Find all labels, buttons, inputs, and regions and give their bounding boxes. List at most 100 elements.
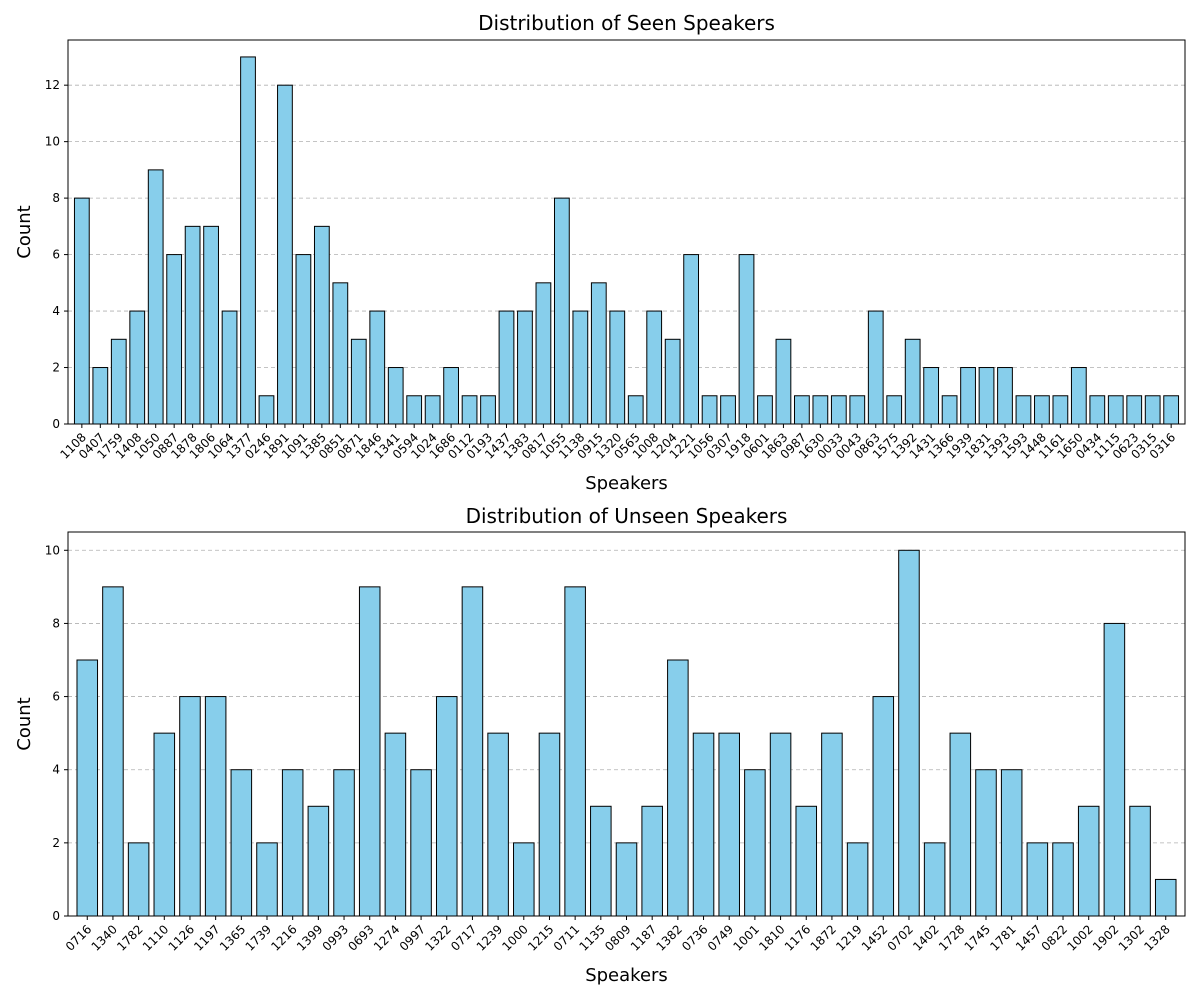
bar (775, 338, 792, 425)
x-tick-label: 1176 (782, 922, 813, 953)
bar (313, 225, 330, 425)
bar (498, 310, 515, 425)
x-tick-label: 1902 (1090, 922, 1121, 953)
bar (1129, 805, 1151, 917)
bar (1015, 395, 1032, 425)
y-tick-label: 4 (52, 304, 60, 318)
bar (718, 732, 740, 917)
y-tick-label: 6 (52, 690, 60, 704)
bar (350, 338, 367, 425)
x-tick-label: 1219 (833, 922, 864, 953)
bar (1070, 367, 1087, 425)
bar (258, 395, 275, 425)
chart-title: Distribution of Seen Speakers (478, 11, 775, 35)
y-tick-label: 4 (52, 763, 60, 777)
bar (410, 769, 432, 917)
x-tick-label: 1872 (808, 922, 839, 953)
bar (281, 769, 304, 917)
bar (277, 84, 293, 425)
bar (166, 254, 183, 425)
bar (886, 395, 903, 425)
bar (720, 395, 736, 425)
bar (147, 169, 164, 425)
x-tick-label: 1001 (731, 922, 762, 953)
x-tick-label: 0717 (448, 922, 479, 953)
x-tick-label: 1745 (962, 922, 993, 953)
bar (975, 769, 997, 917)
bar (179, 696, 201, 917)
x-tick-label: 1402 (910, 922, 941, 953)
x-tick-label: 0749 (705, 922, 736, 953)
x-tick-label: 1399 (294, 922, 325, 953)
bar (387, 367, 404, 425)
y-tick-label: 0 (52, 417, 60, 431)
x-tick-label: 1810 (756, 922, 787, 953)
bar (744, 769, 766, 917)
y-tick-label: 2 (52, 836, 60, 850)
bar (102, 586, 124, 917)
bar (904, 338, 921, 425)
x-tick-label: 1216 (268, 922, 299, 953)
y-tick-label: 8 (52, 616, 60, 630)
bar (683, 254, 700, 425)
bar (358, 586, 381, 917)
chart-unseen: 0246810071613401782111011261197136517391… (14, 504, 1186, 986)
bar (590, 282, 607, 425)
bar (795, 805, 818, 917)
x-axis-label: Speakers (585, 473, 668, 494)
y-tick-label: 6 (52, 248, 60, 262)
bar (830, 395, 847, 425)
bar (384, 732, 407, 917)
x-tick-label: 1328 (1141, 922, 1172, 953)
bar (435, 696, 458, 917)
chart-seen: 0246810121108040717591408105008871878180… (14, 11, 1186, 494)
bar (664, 338, 681, 425)
x-tick-label: 1239 (474, 922, 505, 953)
bar (1052, 842, 1074, 917)
bar (480, 395, 496, 425)
x-tick-label: 1002 (1064, 922, 1095, 953)
bar (184, 225, 201, 425)
y-axis-label: Count (14, 697, 35, 750)
bar (646, 310, 663, 425)
bar (1026, 842, 1049, 917)
x-tick-label: 0711 (551, 922, 582, 953)
bar (1089, 395, 1106, 425)
x-tick-label: 1215 (525, 922, 556, 953)
x-tick-label: 0736 (679, 922, 710, 953)
bar (424, 395, 441, 425)
bar (641, 805, 663, 917)
bar (110, 338, 127, 425)
y-tick-label: 10 (45, 543, 60, 557)
bar (564, 586, 586, 917)
bar (941, 395, 958, 425)
bar (812, 395, 829, 425)
bar (203, 225, 219, 425)
bar (849, 395, 866, 425)
axes-frame (67, 39, 1186, 425)
bar (667, 659, 689, 917)
bar (960, 367, 976, 425)
bar (221, 310, 238, 425)
x-axis-label: Speakers (585, 965, 668, 986)
bar (867, 310, 884, 425)
bar (230, 769, 253, 917)
bar (572, 310, 589, 425)
x-tick-label: 1382 (653, 922, 684, 953)
y-tick-label: 2 (52, 361, 60, 375)
bar (609, 310, 626, 425)
bar (204, 696, 227, 917)
bar (1077, 805, 1100, 917)
bar (553, 197, 570, 425)
x-tick-label: 1274 (371, 922, 402, 953)
x-tick-label: 1457 (1013, 922, 1044, 953)
y-tick-label: 12 (45, 78, 60, 92)
chart-title: Distribution of Unseen Speakers (466, 504, 788, 528)
bar (535, 282, 552, 425)
x-tick-label: 1197 (191, 922, 222, 953)
x-tick-label: 1110 (140, 922, 171, 953)
y-tick-label: 8 (52, 191, 60, 205)
bar (978, 367, 995, 425)
bar (295, 254, 312, 425)
